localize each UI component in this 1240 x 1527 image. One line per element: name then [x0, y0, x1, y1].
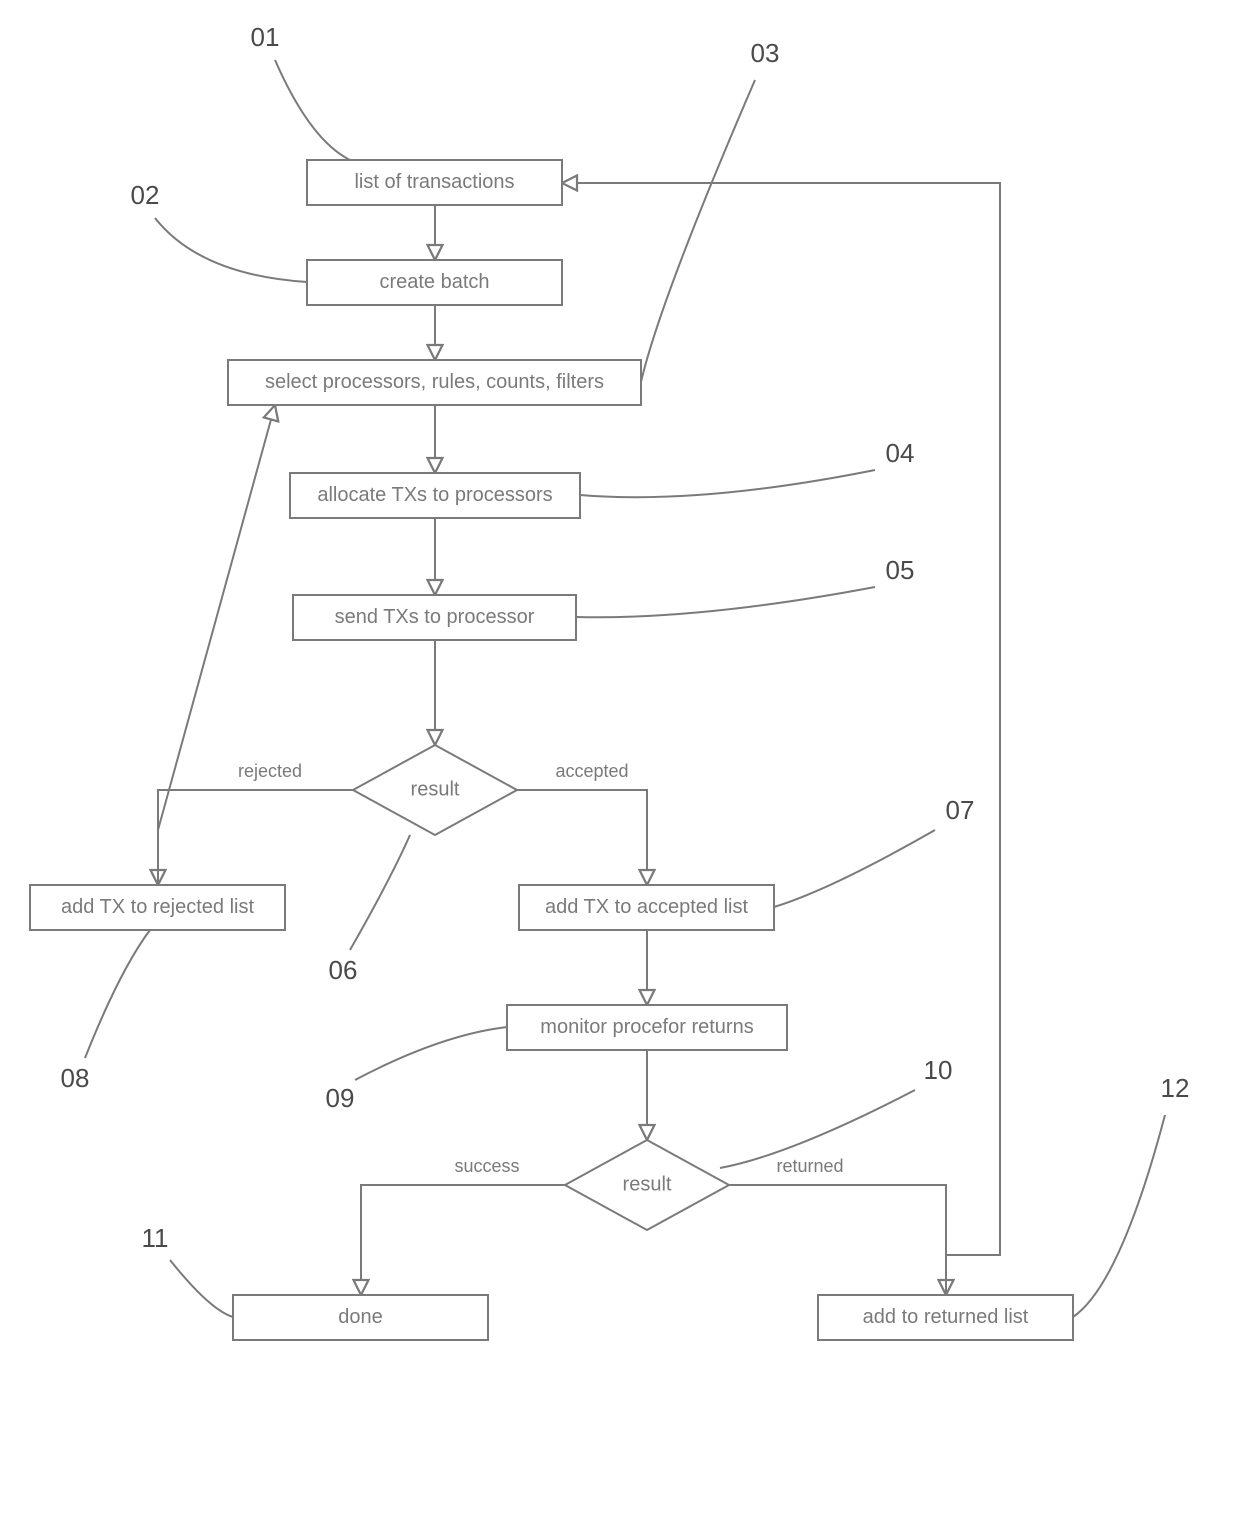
callout-curve-c08: [85, 930, 150, 1058]
edge-e06: [158, 790, 353, 885]
callout-num-c04: 04: [886, 438, 915, 468]
edge-e13: [562, 183, 1000, 1295]
node-label-n05: send TXs to processor: [335, 606, 535, 628]
callout-num-c01: 01: [251, 22, 280, 52]
edge-e07: [517, 790, 647, 885]
node-label-n01: list of transactions: [354, 171, 514, 193]
callout-num-c05: 05: [886, 555, 915, 585]
edge-e12: [158, 405, 275, 885]
callout-num-c09: 09: [326, 1083, 355, 1113]
callout-curve-c06: [350, 835, 410, 950]
node-label-n11: done: [338, 1306, 383, 1328]
edge-e11: [729, 1185, 946, 1295]
edge-label-e11: returned: [776, 1156, 843, 1176]
callout-curve-c07: [774, 830, 935, 907]
edge-e10: [361, 1185, 565, 1295]
node-label-n06: result: [411, 778, 460, 800]
edge-label-e07: accepted: [555, 761, 628, 781]
callout-curve-c09: [355, 1027, 507, 1080]
callout-num-c07: 07: [946, 795, 975, 825]
nodes-layer: list of transactions create batch select p…: [30, 160, 1073, 1340]
callout-curve-c05: [576, 587, 875, 617]
edges-layer: rejected accepted success returned: [158, 183, 1000, 1295]
callout-curve-c01: [275, 60, 350, 160]
node-label-n02: create batch: [379, 271, 489, 293]
node-label-n08: add TX to rejected list: [61, 896, 255, 918]
callouts-layer: 01 02 03 04 05 06 07 08 09 10 11 12: [61, 22, 1190, 1317]
node-label-n03: select processors, rules, counts, filter…: [265, 371, 604, 393]
node-label-n10: result: [623, 1173, 672, 1195]
callout-num-c10: 10: [924, 1055, 953, 1085]
callout-curve-c03: [641, 80, 755, 382]
callout-curve-c02: [155, 218, 307, 282]
callout-curve-c04: [580, 470, 875, 497]
callout-num-c12: 12: [1161, 1073, 1190, 1103]
callout-curve-c11: [170, 1260, 233, 1317]
callout-num-c03: 03: [751, 38, 780, 68]
callout-curve-c12: [1073, 1115, 1165, 1317]
edge-label-e06: rejected: [238, 761, 302, 781]
edge-label-e10: success: [454, 1156, 519, 1176]
node-label-n04: allocate TXs to processors: [317, 484, 552, 506]
callout-num-c08: 08: [61, 1063, 90, 1093]
callout-num-c06: 06: [329, 955, 358, 985]
node-label-n12: add to returned list: [863, 1306, 1029, 1328]
node-label-n07: add TX to accepted list: [545, 896, 749, 918]
node-label-n09: monitor procefor returns: [540, 1016, 753, 1038]
callout-num-c02: 02: [131, 180, 160, 210]
callout-num-c11: 11: [142, 1223, 169, 1253]
